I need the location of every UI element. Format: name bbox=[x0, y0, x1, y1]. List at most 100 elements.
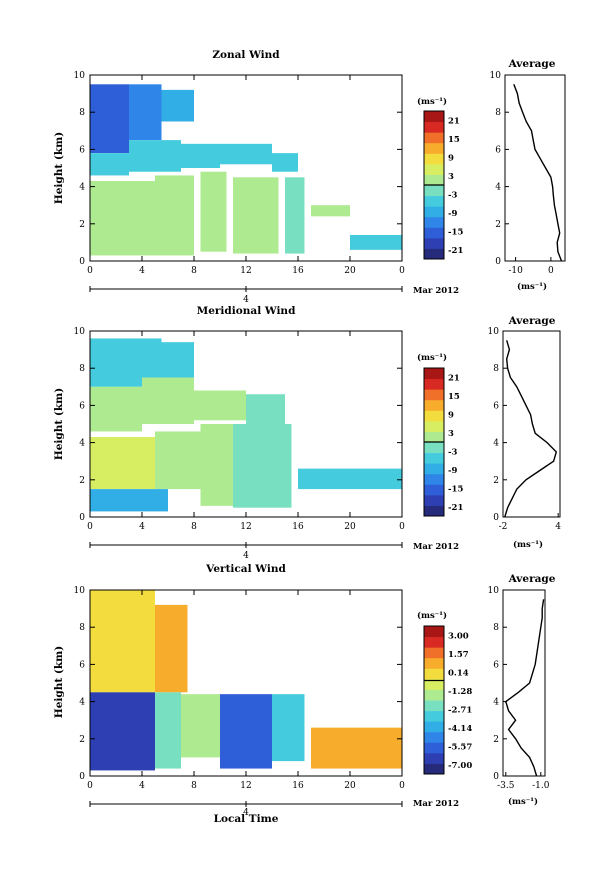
colorbar-segment bbox=[424, 163, 444, 175]
colorbar-segment bbox=[424, 216, 444, 228]
heatmap-cell bbox=[233, 424, 292, 508]
y-tick-label: 6 bbox=[79, 401, 85, 411]
heatmap-cell bbox=[285, 177, 305, 254]
colorbar-tick-label: 1.57 bbox=[448, 650, 469, 660]
avg-unit-vertical: (ms⁻¹) bbox=[508, 796, 538, 807]
colorbar-tick-label: -21 bbox=[448, 503, 463, 513]
colorbar-title-meridional: (ms⁻¹) bbox=[417, 352, 447, 363]
colorbar-tick-label: 9 bbox=[448, 153, 454, 163]
colorbar-tick-label: -3 bbox=[448, 190, 458, 200]
colorbar-segment bbox=[424, 721, 444, 733]
date-tick-zonal: 4 bbox=[243, 295, 249, 305]
colorbar-tick-label: -9 bbox=[448, 466, 458, 476]
date-label-vertical: Mar 2012 bbox=[413, 799, 459, 809]
y-axis-label-zonal: Height (km) bbox=[53, 132, 65, 204]
y-tick-label: 10 bbox=[74, 71, 86, 81]
heatmap-cell bbox=[90, 590, 155, 693]
average-y-tick-label: 10 bbox=[490, 71, 502, 81]
average-frame bbox=[502, 330, 561, 518]
x-tick-label: 20 bbox=[344, 781, 356, 791]
average-frame bbox=[502, 589, 546, 777]
y-tick-label: 2 bbox=[79, 735, 85, 745]
heatmap-cell bbox=[298, 468, 402, 490]
date-label-meridional: Mar 2012 bbox=[413, 542, 459, 552]
average-profile-line bbox=[504, 340, 558, 518]
x-tick-label: 4 bbox=[139, 266, 145, 276]
date-label-zonal: Mar 2012 bbox=[413, 286, 459, 296]
colorbar-tick-label: 3 bbox=[448, 429, 454, 439]
y-tick-label: 2 bbox=[79, 476, 85, 486]
colorbar-segment bbox=[424, 763, 444, 775]
y-tick-label: 6 bbox=[79, 145, 85, 155]
x-tick-label: 4 bbox=[139, 781, 145, 791]
x-tick-label: 0 bbox=[87, 522, 93, 532]
colorbar-segment bbox=[424, 710, 444, 722]
colorbar-segment bbox=[424, 657, 444, 669]
x-tick-label: 0 bbox=[87, 781, 93, 791]
x-tick-label: 12 bbox=[240, 266, 251, 276]
average-y-tick-label: 4 bbox=[495, 183, 501, 193]
colorbar-tick-label: 3 bbox=[448, 172, 454, 182]
average-profile-line bbox=[513, 84, 563, 262]
colorbar-tick-label: 15 bbox=[448, 135, 460, 145]
y-axis-label-meridional: Height (km) bbox=[53, 388, 65, 460]
heatmap-cell bbox=[129, 84, 162, 141]
avg-unit-meridional: (ms⁻¹) bbox=[513, 539, 543, 550]
x-tick-label: 12 bbox=[240, 522, 251, 532]
panel-vertical: 0 4 8 12 16 20 002468103.001.570.14-1.28-2.71-… bbox=[74, 586, 550, 807]
average-y-tick-label: 6 bbox=[493, 660, 499, 670]
y-tick-label: 0 bbox=[79, 513, 85, 523]
colorbar-segment bbox=[424, 742, 444, 754]
y-tick-label: 4 bbox=[79, 439, 85, 449]
colorbar-tick-label: 3.00 bbox=[448, 631, 469, 641]
colorbar-segment bbox=[424, 111, 444, 123]
colorbar-segment bbox=[424, 473, 444, 485]
x-tick-label: 8 bbox=[191, 522, 197, 532]
colorbar-tick-label: -21 bbox=[448, 246, 463, 256]
heatmap-cell bbox=[90, 437, 155, 490]
heatmap-cell bbox=[155, 604, 188, 693]
colorbar-segment bbox=[424, 442, 444, 454]
average-y-tick-label: 4 bbox=[493, 439, 499, 449]
avg-unit-zonal: (ms⁻¹) bbox=[517, 281, 547, 292]
colorbar-tick-label: -7.00 bbox=[448, 761, 472, 771]
colorbar-segment bbox=[424, 132, 444, 144]
average-frame bbox=[504, 74, 566, 262]
heatmap-cell bbox=[155, 175, 194, 256]
heatmap-cell bbox=[90, 84, 129, 154]
colorbar-segment bbox=[424, 668, 444, 680]
colorbar-segment bbox=[424, 452, 444, 464]
x-tick-label: 0 bbox=[399, 266, 405, 276]
heatmap-cell bbox=[220, 143, 272, 165]
x-tick-label: 0 bbox=[399, 522, 405, 532]
colorbar-segment bbox=[424, 484, 444, 496]
colorbar-tick-label: -5.57 bbox=[448, 742, 472, 752]
colorbar-segment bbox=[424, 174, 444, 186]
x-tick-label: 8 bbox=[191, 266, 197, 276]
heatmap-cell bbox=[155, 431, 201, 490]
heatmap-cell bbox=[129, 140, 181, 172]
heatmap-cell bbox=[311, 205, 350, 217]
y-tick-label: 10 bbox=[74, 327, 86, 337]
colorbar-segment bbox=[424, 463, 444, 475]
colorbar-tick-label: 21 bbox=[448, 373, 460, 383]
x-tick-label: 8 bbox=[191, 781, 197, 791]
average-y-tick-label: 6 bbox=[495, 145, 501, 155]
x-tick-label: 16 bbox=[292, 266, 304, 276]
panel-zonal: 0 4 8 12 16 20 00246810211593-3-9-15-210246810… bbox=[74, 71, 566, 292]
avg-title-zonal: Average bbox=[508, 58, 556, 70]
average-y-tick-label: 0 bbox=[495, 257, 501, 267]
colorbar-segment bbox=[424, 399, 444, 411]
colorbar-tick-label: -1.28 bbox=[448, 687, 472, 697]
heatmap-cell bbox=[233, 177, 279, 254]
heatmap-cell bbox=[200, 171, 227, 252]
average-y-tick-label: 8 bbox=[495, 108, 501, 118]
colorbar-tick-label: -15 bbox=[448, 227, 463, 237]
panel-title-vertical: Vertical Wind bbox=[205, 563, 286, 575]
x-tick-label: 0 bbox=[399, 781, 405, 791]
average-x-tick-label: 4 bbox=[555, 522, 561, 532]
colorbar-segment bbox=[424, 420, 444, 432]
colorbar-segment bbox=[424, 700, 444, 712]
average-y-tick-label: 2 bbox=[493, 476, 499, 486]
